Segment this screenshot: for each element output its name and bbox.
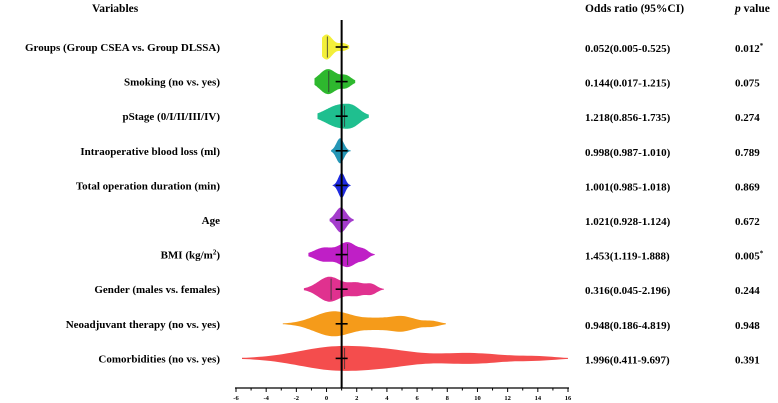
p-value-row-8: 0.244 <box>735 285 760 297</box>
p-value-row-9: 0.948 <box>735 320 760 332</box>
x-tick-label: 2 <box>355 395 358 402</box>
x-tick-label: -6 <box>233 395 239 402</box>
p-value-row-1: 0.012* <box>735 42 764 55</box>
x-tick-label: 8 <box>446 395 450 402</box>
violin-row-9 <box>282 311 446 337</box>
header-variables: Variables <box>92 3 139 15</box>
variable-label-row-4: Intraoperative blood loss (ml) <box>80 146 220 158</box>
variable-label-row-9: Neoadjuvant therapy (no vs. yes) <box>66 319 221 331</box>
x-tick-label: 0 <box>325 395 328 402</box>
odds-ratio-row-6: 1.021(0.928-1.124) <box>585 216 671 228</box>
violins-layer <box>242 34 568 371</box>
odds-ratio-row-3: 1.218(0.856-1.735) <box>585 112 671 124</box>
variable-label-row-10: Comorbidities (no vs. yes) <box>98 353 220 365</box>
row-labels: Groups (Group CSEA vs. Group DLSSA) 0.052… <box>25 42 764 366</box>
x-tick-label: 10 <box>474 395 481 402</box>
variable-label-row-5: Total operation duration (min) <box>76 180 220 192</box>
p-value-row-6: 0.672 <box>735 216 760 228</box>
x-tick-label: -4 <box>263 395 269 402</box>
x-tick-label: 12 <box>504 395 511 402</box>
odds-ratio-row-9: 0.948(0.186-4.819) <box>585 320 671 332</box>
x-tick-label: 14 <box>535 395 542 402</box>
variable-label-row-8: Gender (males vs. females) <box>94 284 220 296</box>
header-p-rest: value <box>741 3 770 15</box>
p-value-row-5: 0.869 <box>735 181 760 193</box>
x-tick-label: -2 <box>294 395 299 402</box>
header-p-value: p value <box>734 3 770 15</box>
violin-row-2 <box>314 69 356 95</box>
odds-ratio-row-1: 0.052(0.005-0.525) <box>585 43 671 55</box>
violin-row-1 <box>322 34 350 60</box>
odds-ratio-row-4: 0.998(0.987-1.010) <box>585 147 671 159</box>
odds-ratio-row-7: 1.453(1.119-1.888) <box>585 251 670 263</box>
violin-row-10 <box>242 345 568 371</box>
p-value-row-2: 0.075 <box>735 78 760 90</box>
p-value-row-3: 0.274 <box>735 112 760 124</box>
p-value-row-7: 0.005* <box>735 250 764 263</box>
x-tick-label: 16 <box>565 395 572 402</box>
odds-ratio-row-5: 1.001(0.985-1.018) <box>585 181 671 193</box>
x-tick-label: 6 <box>415 395 419 402</box>
x-tick-label: 4 <box>385 395 389 402</box>
x-axis: -6 -4 -2 0 2 4 6 8 10 12 14 16 <box>233 387 572 402</box>
p-value-row-4: 0.789 <box>735 147 760 159</box>
variable-label-row-2: Smoking (no vs. yes) <box>124 77 220 89</box>
odds-ratio-row-8: 0.316(0.045-2.196) <box>585 285 671 297</box>
odds-ratio-row-2: 0.144(0.017-1.215) <box>585 78 671 90</box>
header-odds-ratio: Odds ratio (95%CI) <box>585 3 684 15</box>
variable-label-row-1: Groups (Group CSEA vs. Group DLSSA) <box>25 42 220 54</box>
p-value-row-10: 0.391 <box>735 354 760 366</box>
variable-label-row-3: pStage (0/I/II/III/IV) <box>123 111 221 123</box>
header-p-italic: p <box>734 3 741 15</box>
variable-label-row-6: Age <box>202 215 220 227</box>
variable-label-row-7: BMI (kg/m2) <box>161 249 221 262</box>
odds-ratio-row-10: 1.996(0.411-9.697) <box>585 354 670 366</box>
reference-line-layer <box>335 20 348 388</box>
